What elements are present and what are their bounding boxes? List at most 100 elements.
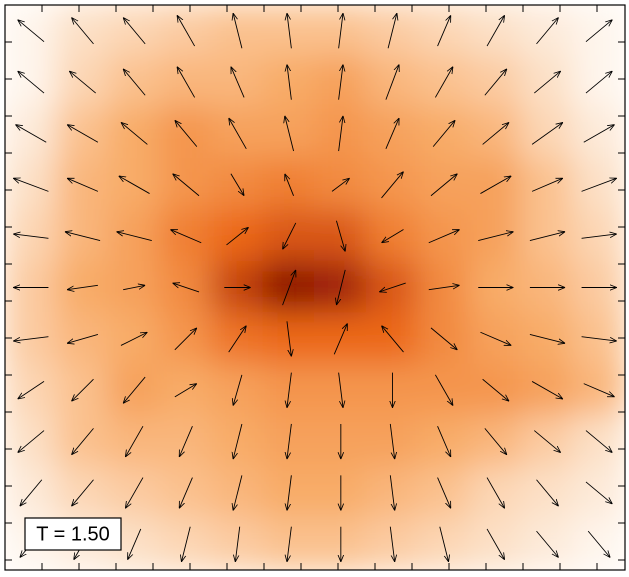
arrow [581, 336, 617, 341]
arrow [338, 116, 343, 152]
arrow [486, 477, 505, 509]
arrow [387, 13, 397, 49]
arrow [585, 20, 612, 43]
arrow [119, 176, 150, 194]
arrow [585, 430, 612, 453]
arrow [581, 178, 617, 192]
arrow [170, 230, 202, 244]
arrow [283, 222, 297, 249]
arrow [123, 285, 145, 291]
arrow [233, 13, 243, 49]
arrow [531, 381, 563, 399]
arrow [67, 125, 99, 143]
arrow [534, 71, 560, 94]
arrow [18, 430, 45, 453]
arrow [72, 479, 94, 506]
arrow [226, 227, 249, 246]
arrow [484, 428, 507, 454]
arrow [331, 178, 350, 192]
arrow [72, 378, 94, 401]
annotation: T = 1.50 [36, 523, 110, 545]
arrow [437, 15, 451, 47]
arrow [480, 331, 511, 345]
arrow [177, 15, 196, 47]
arrow [233, 423, 243, 459]
arrow [233, 374, 243, 406]
arrow [235, 526, 241, 562]
arrow [583, 125, 615, 143]
arrow [72, 17, 94, 45]
arrow [13, 336, 49, 341]
arrow [231, 67, 245, 98]
arrow [585, 71, 612, 94]
arrow [179, 477, 193, 509]
arrow [484, 69, 507, 96]
arrow [529, 334, 565, 343]
arrow [338, 372, 343, 408]
arrow [67, 284, 98, 289]
arrow [123, 376, 146, 403]
arrow [72, 428, 94, 454]
arrow [531, 178, 563, 192]
arrow [385, 64, 399, 100]
arrow [18, 20, 45, 43]
arrow [18, 71, 45, 94]
arrow [389, 475, 394, 510]
arrow [336, 269, 346, 305]
arrow [285, 174, 294, 196]
arrow [381, 172, 404, 199]
arrow [428, 285, 460, 291]
arrow [531, 122, 563, 145]
arrow [434, 67, 453, 98]
arrow [229, 118, 247, 150]
arrow [233, 475, 243, 510]
arrow [282, 270, 296, 306]
arrow [67, 334, 99, 343]
arrow [121, 122, 148, 145]
arrow [482, 378, 509, 401]
annotation-box [24, 517, 122, 551]
arrow [20, 479, 43, 506]
arrow [67, 178, 99, 192]
arrow [428, 230, 460, 244]
arrow [174, 328, 197, 351]
arrow [486, 15, 505, 47]
arrow [179, 426, 193, 457]
arrow [128, 528, 142, 560]
arrow [333, 323, 347, 355]
arrow [534, 430, 560, 453]
plot-frame [4, 4, 626, 571]
arrow [120, 332, 147, 346]
arrow [583, 383, 615, 397]
arrow [13, 178, 49, 192]
arrow [536, 530, 559, 557]
arrow [434, 374, 453, 406]
arrow [385, 118, 399, 149]
arrow [123, 69, 146, 96]
arrow [181, 526, 191, 562]
arrow [437, 477, 451, 509]
vector-field [13, 13, 617, 562]
arrow [430, 327, 457, 350]
arrow [123, 17, 146, 45]
arrow [15, 125, 47, 143]
arrow [432, 120, 455, 147]
arrow [587, 530, 610, 557]
arrow [285, 116, 295, 152]
arrow [430, 174, 457, 197]
arrow [287, 372, 292, 408]
arrow [228, 326, 247, 353]
arrow [117, 232, 152, 241]
arrow [478, 232, 513, 241]
arrow [437, 426, 451, 457]
arrow [125, 477, 144, 509]
arrow [18, 381, 45, 399]
arrow [65, 232, 101, 241]
arrow [480, 176, 511, 194]
arrow [382, 229, 404, 243]
arrow [173, 283, 200, 293]
arrow [287, 64, 292, 100]
arrow [486, 528, 505, 560]
arrow [287, 526, 292, 562]
